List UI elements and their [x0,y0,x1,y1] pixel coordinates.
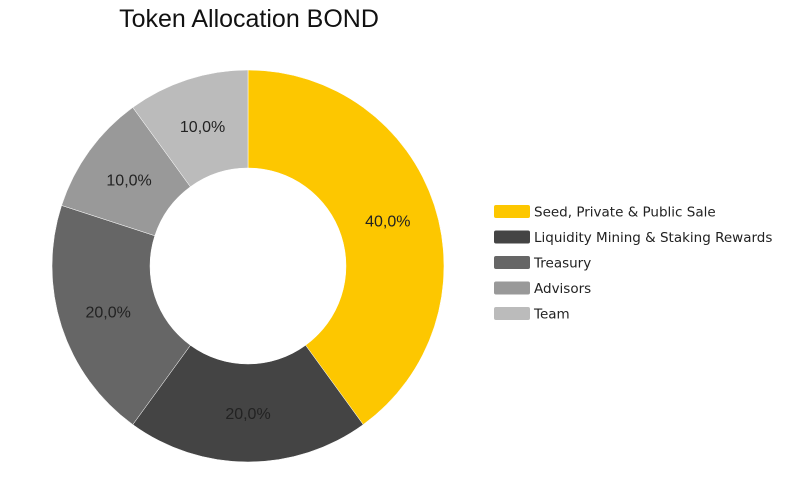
legend-label-team: Team [533,307,570,323]
slice-labels: 40,0% 20,0% 20,0% 10,0% 10,0% [86,119,411,423]
legend-swatch-seed-private-public-sale [494,205,530,218]
chart-title: Token Allocation BOND [119,5,379,33]
legend-label-advisors: Advisors [534,281,591,297]
legend-swatch-advisors [494,281,530,295]
legend-label-liquidity-mining-staking-rewards: Liquidity Mining & Staking Rewards [534,230,772,246]
data-label-treasury: 20,0% [86,304,131,321]
data-label-liquidity-mining-staking-rewards: 20,0% [225,406,270,423]
donut-slices [51,69,445,463]
legend: Seed, Private & Public Sale Liquidity Min… [494,205,772,323]
legend-swatch-liquidity-mining-staking-rewards [494,230,530,244]
slice-seed-private-public-sale [247,69,445,425]
data-label-team: 10,0% [180,119,225,136]
legend-swatch-team [494,307,530,320]
legend-label-seed-private-public-sale: Seed, Private & Public Sale [534,205,716,221]
data-label-seed-private-public-sale: 40,0% [365,214,410,231]
slice-treasury [51,205,191,425]
legend-label-treasury: Treasury [533,256,591,272]
slice-team [132,69,249,188]
legend-swatch-treasury [494,256,530,269]
data-label-advisors: 10,0% [106,173,151,190]
slice-liquidity-mining-staking-rewards [132,344,364,463]
